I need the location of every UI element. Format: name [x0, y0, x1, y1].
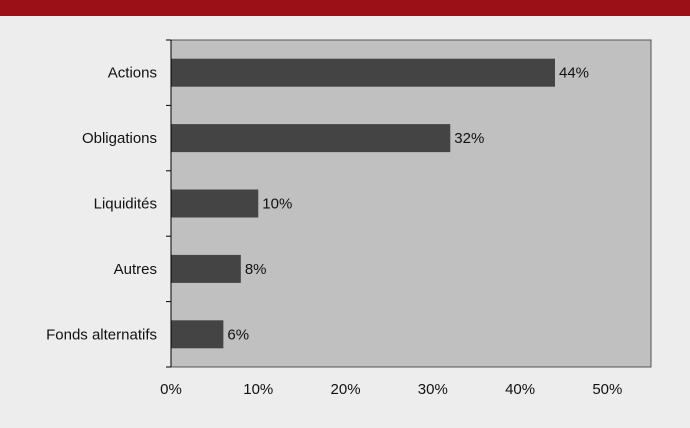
- x-tick-label: 50%: [592, 381, 622, 398]
- data-label: 6%: [227, 326, 249, 343]
- labels-layer: Actions 44% Obligations 32% Liquidités 10% Aut…: [46, 65, 622, 398]
- data-label: 8%: [245, 261, 267, 278]
- data-label: 10%: [262, 196, 292, 213]
- category-label: Actions: [108, 65, 157, 82]
- x-tick-label: 30%: [418, 381, 448, 398]
- category-label: Obligations: [82, 130, 157, 147]
- axis-layer: [166, 39, 172, 368]
- category-label: Fonds alternatifs: [46, 326, 157, 343]
- bar-0: [171, 58, 555, 87]
- x-tick-label: 20%: [331, 381, 361, 398]
- x-tick-label: 0%: [160, 381, 182, 398]
- bars-layer: [171, 58, 555, 349]
- bar-4: [171, 320, 224, 349]
- data-label: 44%: [559, 65, 589, 82]
- bar-1: [171, 124, 451, 153]
- header-band: [0, 0, 690, 16]
- category-label: Liquidités: [94, 196, 157, 213]
- bar-3: [171, 254, 241, 283]
- category-label: Autres: [114, 261, 157, 278]
- bar-2: [171, 189, 259, 218]
- x-tick-label: 40%: [505, 381, 535, 398]
- data-label: 32%: [454, 130, 484, 147]
- x-tick-label: 10%: [243, 381, 273, 398]
